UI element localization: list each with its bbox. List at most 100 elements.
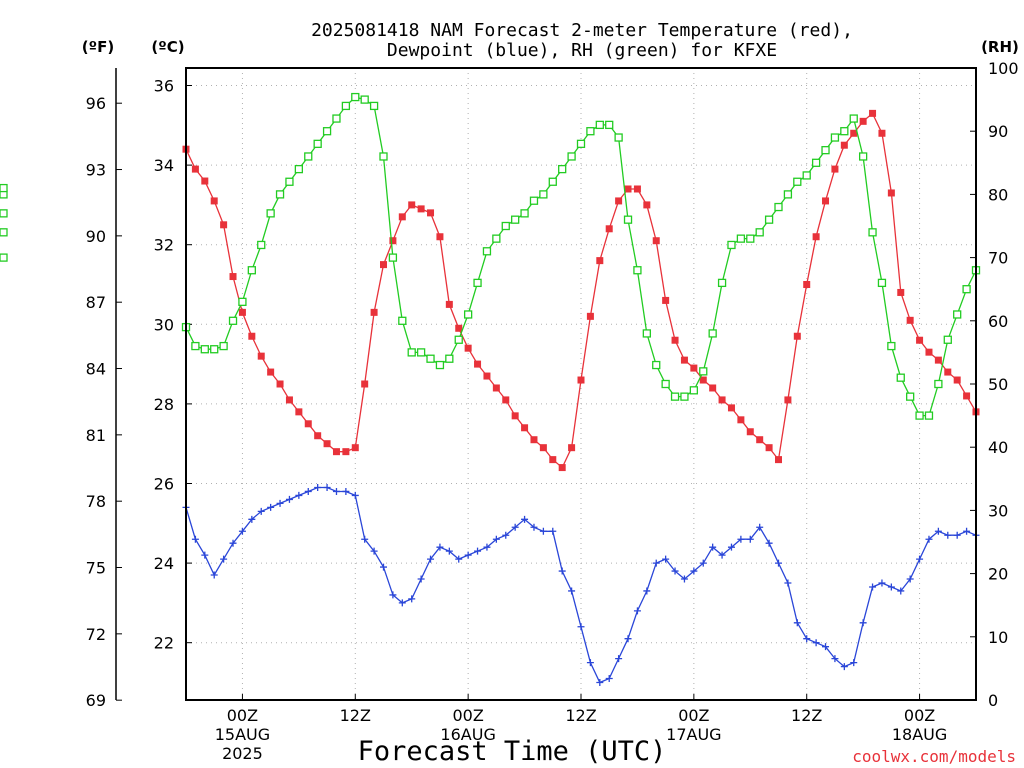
- dewpoint-point: [690, 567, 698, 575]
- x-tick-label: 00Z: [452, 706, 483, 725]
- rh-point: [200, 345, 209, 354]
- dewpoint-point: [568, 587, 576, 595]
- temperature-point: [210, 197, 218, 205]
- temperature-point: [220, 221, 228, 229]
- rh-point: [322, 127, 332, 136]
- rh-point: [238, 297, 247, 306]
- rh-point: [247, 266, 256, 275]
- temperature-point: [370, 308, 378, 316]
- temperature-point: [492, 384, 500, 392]
- dewpoint-point: [511, 523, 519, 531]
- rh-point: [0, 228, 8, 237]
- temperature-point: [568, 444, 576, 452]
- rh-point: [266, 209, 275, 218]
- temperature-point: [916, 336, 924, 344]
- rh-point: [398, 316, 407, 325]
- rh-tick-label: 100: [988, 59, 1019, 78]
- dewpoint-point: [831, 655, 839, 663]
- dewpoint-point: [530, 523, 538, 531]
- rh-point: [717, 278, 727, 288]
- rh-point: [934, 379, 943, 389]
- f-tick-label: 87: [86, 293, 106, 312]
- rh-point: [821, 146, 830, 155]
- dewpoint-point: [314, 483, 322, 491]
- dewpoint-point: [464, 551, 472, 559]
- temperature-point: [803, 281, 811, 289]
- temperature-point: [887, 189, 895, 197]
- x-tick-year-label: 2025: [222, 744, 263, 763]
- dewpoint-point: [793, 619, 801, 627]
- rh-point: [332, 114, 341, 123]
- rh-point: [887, 341, 896, 351]
- dewpoint-point: [737, 535, 745, 543]
- rh-point: [699, 367, 708, 376]
- dewpoint-point: [276, 499, 284, 507]
- temperature-point: [398, 213, 406, 221]
- chart-title-line2: Dewpoint (blue), RH (green) for KFXE: [387, 40, 777, 61]
- rh-point: [445, 354, 454, 363]
- rh-point: [219, 341, 228, 351]
- temperature-point: [351, 444, 359, 452]
- x-tick-label: 12Z: [565, 706, 596, 725]
- rh-point: [520, 209, 529, 218]
- rh-tick-label: 0: [988, 691, 998, 710]
- rh-point: [275, 190, 285, 199]
- temperature-point: [765, 444, 773, 452]
- rh-point: [492, 234, 501, 243]
- temperature-line: [185, 112, 977, 469]
- series-layer: [0, 92, 981, 686]
- temperature-point: [314, 432, 322, 440]
- rh-point: [388, 253, 398, 262]
- dewpoint-point: [709, 543, 717, 551]
- dewpoint-point: [963, 527, 971, 535]
- dewpoint-point: [549, 527, 557, 535]
- rh-point: [416, 348, 426, 357]
- temperature-point: [934, 356, 942, 364]
- dewpoint-point: [586, 659, 594, 667]
- dewpoint-point: [521, 515, 529, 523]
- f-tick-label: 84: [86, 360, 106, 379]
- dewpoint-point: [633, 607, 641, 615]
- temperature-point: [380, 261, 387, 269]
- dewpoint-point: [925, 535, 933, 543]
- temperature-point: [191, 165, 199, 173]
- dewpoint-point: [558, 567, 566, 575]
- c-axis-unit-label: (ºC): [151, 38, 184, 56]
- dewpoint-point: [822, 643, 830, 651]
- rh-point: [463, 310, 473, 319]
- temperature-point: [229, 273, 237, 281]
- temperature-point: [699, 376, 707, 384]
- rh-point: [0, 183, 8, 193]
- dewpoint-point: [869, 583, 877, 591]
- temperature-point: [295, 408, 303, 416]
- f-tick-label: 93: [86, 161, 106, 180]
- dewpoint-point: [380, 563, 387, 571]
- temperature-point: [558, 464, 566, 472]
- x-tick-label: 00Z: [904, 706, 935, 725]
- temperature-point: [464, 344, 472, 352]
- dewpoint-point: [887, 583, 895, 591]
- rh-point: [482, 247, 492, 256]
- x-tick-label: 12Z: [340, 706, 371, 725]
- rh-point: [915, 411, 924, 420]
- temperature-point: [718, 396, 726, 404]
- temperature-point: [615, 197, 623, 205]
- f-tick-label: 96: [86, 94, 106, 113]
- dewpoint-point: [850, 659, 858, 667]
- dewpoint-point: [878, 579, 886, 587]
- dewpoint-point: [859, 619, 867, 627]
- rh-point: [210, 345, 219, 354]
- rh-point: [304, 152, 313, 161]
- rh-point: [576, 139, 586, 148]
- rh-point: [586, 127, 595, 136]
- x-tick-label: 12Z: [791, 706, 822, 725]
- temperature-point: [850, 129, 858, 137]
- dewpoint-point: [812, 639, 820, 647]
- rh-tick-label: 60: [988, 312, 1008, 331]
- temperature-point: [690, 364, 698, 372]
- dewpoint-point: [916, 555, 924, 563]
- dewpoint-point: [332, 487, 340, 495]
- x-axis-label: Forecast Time (UTC): [358, 736, 667, 767]
- x-tick-label: 00Z: [227, 706, 258, 725]
- rh-point: [906, 392, 915, 401]
